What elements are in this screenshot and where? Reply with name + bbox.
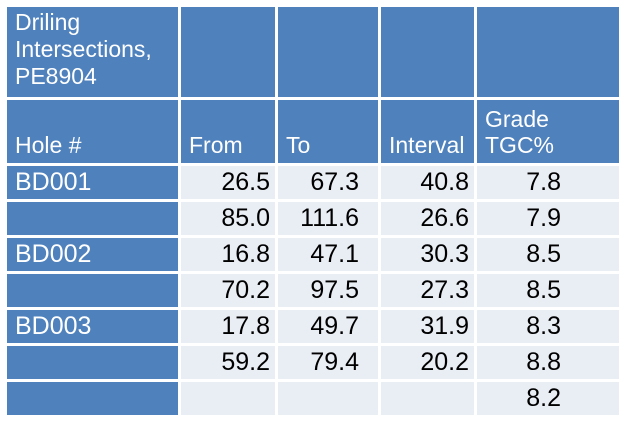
cell-hole: BD001 bbox=[7, 166, 178, 199]
cell-grade: 8.5 bbox=[477, 238, 619, 271]
cell-from: 16.8 bbox=[181, 238, 275, 271]
table-title-row: Driling Intersections, PE8904 bbox=[7, 7, 619, 97]
cell-grade: 8.8 bbox=[477, 346, 619, 379]
table-row: BD003 17.8 49.7 31.9 8.3 bbox=[7, 310, 619, 343]
cell-grade: 7.9 bbox=[477, 202, 619, 235]
cell-grade: 8.2 bbox=[477, 382, 619, 415]
cell-to: 47.1 bbox=[278, 238, 378, 271]
cell-interval: 30.3 bbox=[381, 238, 474, 271]
table-row: 85.0 111.6 26.6 7.9 bbox=[7, 202, 619, 235]
cell-interval bbox=[381, 382, 474, 415]
table-row: BD002 16.8 47.1 30.3 8.5 bbox=[7, 238, 619, 271]
cell-from: 70.2 bbox=[181, 274, 275, 307]
cell-interval: 26.6 bbox=[381, 202, 474, 235]
column-header-hole: Hole # bbox=[7, 100, 178, 163]
cell-hole: BD003 bbox=[7, 310, 178, 343]
cell-to: 79.4 bbox=[278, 346, 378, 379]
drilling-intersections-table: Driling Intersections, PE8904 Hole # Fro… bbox=[4, 4, 622, 418]
table-header-row: Hole # From To Interval Grade TGC% bbox=[7, 100, 619, 163]
table-title: Driling Intersections, PE8904 bbox=[7, 7, 178, 97]
column-header-interval: Interval bbox=[381, 100, 474, 163]
cell-interval: 20.2 bbox=[381, 346, 474, 379]
cell-from bbox=[181, 382, 275, 415]
cell-to: 67.3 bbox=[278, 166, 378, 199]
cell-to: 111.6 bbox=[278, 202, 378, 235]
table-row: 59.2 79.4 20.2 8.8 bbox=[7, 346, 619, 379]
cell-grade: 7.8 bbox=[477, 166, 619, 199]
title-row-spacer-cell bbox=[477, 7, 619, 97]
cell-hole bbox=[7, 382, 178, 415]
cell-from: 59.2 bbox=[181, 346, 275, 379]
cell-hole bbox=[7, 346, 178, 379]
cell-to: 49.7 bbox=[278, 310, 378, 343]
column-header-grade-tgc: Grade TGC% bbox=[477, 100, 619, 163]
cell-grade: 8.3 bbox=[477, 310, 619, 343]
cell-grade: 8.5 bbox=[477, 274, 619, 307]
cell-from: 17.8 bbox=[181, 310, 275, 343]
cell-interval: 27.3 bbox=[381, 274, 474, 307]
cell-from: 26.5 bbox=[181, 166, 275, 199]
cell-hole bbox=[7, 202, 178, 235]
cell-hole bbox=[7, 274, 178, 307]
cell-from: 85.0 bbox=[181, 202, 275, 235]
title-row-spacer-cell bbox=[381, 7, 474, 97]
column-header-to: To bbox=[278, 100, 378, 163]
table-row: 8.2 bbox=[7, 382, 619, 415]
cell-interval: 40.8 bbox=[381, 166, 474, 199]
cell-to: 97.5 bbox=[278, 274, 378, 307]
table-row: 70.2 97.5 27.3 8.5 bbox=[7, 274, 619, 307]
table-row: BD001 26.5 67.3 40.8 7.8 bbox=[7, 166, 619, 199]
title-row-spacer-cell bbox=[181, 7, 275, 97]
cell-interval: 31.9 bbox=[381, 310, 474, 343]
title-row-spacer-cell bbox=[278, 7, 378, 97]
column-header-from: From bbox=[181, 100, 275, 163]
cell-hole: BD002 bbox=[7, 238, 178, 271]
cell-to bbox=[278, 382, 378, 415]
